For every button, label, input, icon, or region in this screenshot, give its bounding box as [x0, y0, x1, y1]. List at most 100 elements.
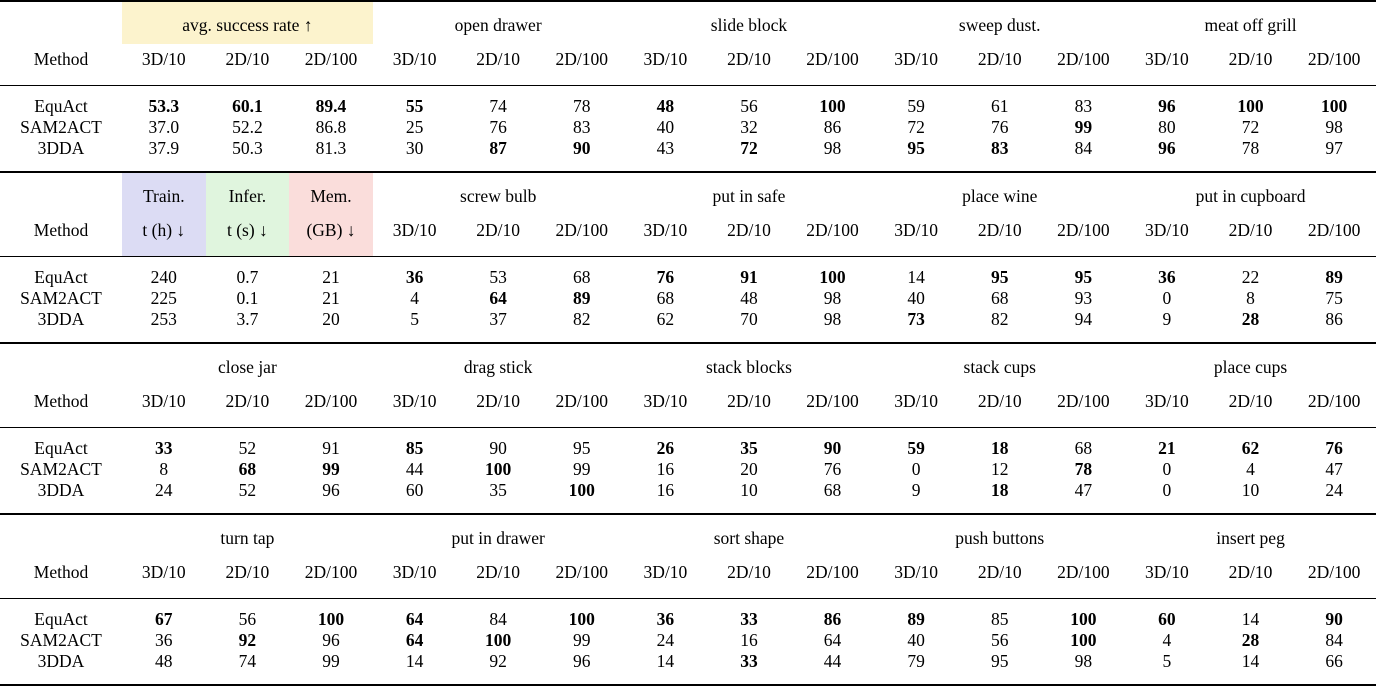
value-cell: 87 [489, 138, 507, 158]
value-cell: 36 [155, 630, 173, 650]
table-row: 3DDA 253 3.7 20 5 37 82 62 70 98 73 82 94 9 28 86 [0, 309, 1376, 342]
value-cell: 52.2 [232, 117, 263, 137]
value-cell: 96 [1158, 138, 1176, 158]
value-cell: 67 [155, 609, 173, 629]
column-header-row: Method 3D/10 2D/10 2D/100 3D/10 2D/10 2D/100 3D… [0, 44, 1376, 86]
value-cell: 14 [1241, 651, 1260, 671]
value-cell: 76 [656, 267, 675, 287]
value-cell: 10 [740, 480, 758, 500]
column-header: 3D/10 [122, 557, 206, 599]
table-row: SAM2ACT 8 68 99 44 100 99 16 20 76 0 12 78 0 4 47 [0, 459, 1376, 480]
value-cell: 100 [1070, 630, 1097, 650]
column-header: 3D/10 [372, 386, 457, 428]
task-group-header: turn tap [220, 528, 275, 548]
value-cell: 74 [238, 651, 257, 671]
value-cell: 240 [150, 267, 177, 287]
value-cell: 99 [322, 459, 340, 479]
value-cell: 225 [150, 288, 177, 308]
value-cell: 78 [573, 96, 591, 116]
value-cell: 91 [740, 267, 758, 287]
task-group-header: sort shape [713, 528, 785, 548]
value-cell: 74 [489, 96, 507, 116]
value-cell: 37.9 [148, 138, 180, 158]
value-cell: 72 [907, 117, 925, 137]
column-header: 3D/10 [1125, 557, 1209, 599]
table-row: SAM2ACT 37.0 52.2 86.8 25 76 83 40 32 86 72 76 99 80 7… [0, 117, 1376, 138]
value-cell: 85 [990, 609, 1009, 629]
value-cell: 56 [238, 609, 257, 629]
column-header: t (s) ↓ [205, 215, 290, 257]
column-header: 3D/10 [874, 44, 958, 86]
task-group-header: meat off grill [1204, 15, 1297, 35]
value-cell: 100 [1070, 609, 1097, 629]
value-cell: 48 [155, 651, 173, 671]
value-cell: 0.7 [236, 267, 259, 287]
value-cell: 62 [656, 309, 675, 329]
value-cell: 95 [573, 438, 591, 458]
column-header: 2D/100 [1041, 557, 1126, 599]
value-cell: 93 [1074, 288, 1093, 308]
value-cell: 40 [907, 630, 925, 650]
value-cell: 84 [1325, 630, 1343, 650]
value-cell: 18 [990, 480, 1009, 500]
column-header: 2D/100 [1292, 44, 1376, 86]
value-cell: 16 [656, 480, 675, 500]
method-name: 3DDA [37, 138, 85, 158]
value-cell: 21 [322, 288, 340, 308]
value-cell: 68 [1074, 438, 1093, 458]
value-cell: 44 [823, 651, 842, 671]
method-name: SAM2ACT [20, 459, 102, 479]
value-cell: 50.3 [232, 138, 263, 158]
value-cell: 64 [489, 288, 507, 308]
value-cell: 36 [656, 609, 675, 629]
column-header: 2D/100 [539, 44, 624, 86]
column-header: 2D/100 [1041, 215, 1126, 257]
value-cell: 70 [740, 309, 758, 329]
value-cell: 86 [823, 609, 842, 629]
value-cell: 95 [990, 267, 1009, 287]
value-cell: 10 [1241, 480, 1260, 500]
column-header: 2D/10 [957, 557, 1042, 599]
value-cell: 99 [322, 651, 340, 671]
value-cell: 97 [1325, 138, 1343, 158]
value-cell: 99 [573, 459, 591, 479]
group-header-row: turn tap put in drawer sort shape push butt… [0, 514, 1376, 557]
column-header: 2D/100 [539, 215, 624, 257]
value-cell: 76 [489, 117, 507, 137]
value-cell: 32 [740, 117, 758, 137]
value-cell: 36 [405, 267, 424, 287]
column-header: 2D/10 [1208, 386, 1293, 428]
column-header-row: Method t (h) ↓ t (s) ↓ (GB) ↓ 3D/10 2D/10 2D/1… [0, 215, 1376, 257]
value-cell: 64 [823, 630, 842, 650]
column-header: 2D/10 [1208, 215, 1293, 257]
value-cell: 92 [489, 651, 507, 671]
value-cell: 61 [990, 96, 1009, 116]
method-column-header: Method [0, 44, 122, 86]
value-cell: 8 [1246, 288, 1255, 308]
value-cell: 21 [322, 267, 340, 287]
column-header: 3D/10 [372, 44, 457, 86]
value-cell: 64 [405, 630, 424, 650]
column-header: 2D/100 [790, 386, 875, 428]
value-cell: 95 [1074, 267, 1093, 287]
value-cell: 68 [656, 288, 675, 308]
group-header-row: close jar drag stick stack blocks stack cup… [0, 343, 1376, 386]
column-header: 3D/10 [122, 44, 206, 86]
column-header: 2D/10 [707, 386, 791, 428]
value-cell: 0 [911, 459, 921, 479]
value-cell: 47 [1325, 459, 1343, 479]
task-group-header: close jar [217, 357, 277, 377]
task-group-header: stack cups [963, 357, 1036, 377]
value-cell: 37.0 [148, 117, 180, 137]
value-cell: 0 [1162, 459, 1172, 479]
column-header: 2D/100 [790, 44, 875, 86]
column-header: 3D/10 [623, 557, 708, 599]
value-cell: 73 [907, 309, 925, 329]
value-cell: 99 [573, 630, 591, 650]
value-cell: 44 [405, 459, 424, 479]
column-header: 3D/10 [1125, 215, 1209, 257]
value-cell: 66 [1325, 651, 1343, 671]
task-group-header: put in safe [712, 186, 786, 206]
value-cell: 33 [740, 609, 758, 629]
value-cell: 9 [1162, 309, 1172, 329]
